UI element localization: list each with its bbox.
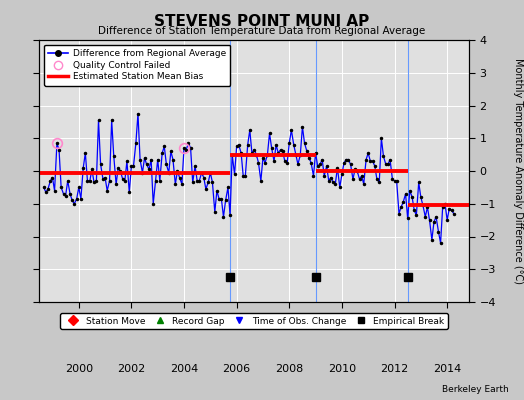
Text: 2004: 2004 [170,364,198,374]
Text: 2006: 2006 [223,364,250,374]
Text: STEVENS POINT MUNI AP: STEVENS POINT MUNI AP [155,14,369,29]
Text: 2000: 2000 [64,364,93,374]
Text: 2010: 2010 [328,364,356,374]
Text: 2002: 2002 [117,364,146,374]
Legend: Station Move, Record Gap, Time of Obs. Change, Empirical Break: Station Move, Record Gap, Time of Obs. C… [60,313,448,329]
Text: 2008: 2008 [275,364,303,374]
Legend: Difference from Regional Average, Quality Control Failed, Estimated Station Mean: Difference from Regional Average, Qualit… [44,44,231,86]
Y-axis label: Monthly Temperature Anomaly Difference (°C): Monthly Temperature Anomaly Difference (… [512,58,522,284]
Text: Difference of Station Temperature Data from Regional Average: Difference of Station Temperature Data f… [99,26,425,36]
Text: 2012: 2012 [380,364,409,374]
Text: 2014: 2014 [433,364,461,374]
Text: Berkeley Earth: Berkeley Earth [442,385,508,394]
